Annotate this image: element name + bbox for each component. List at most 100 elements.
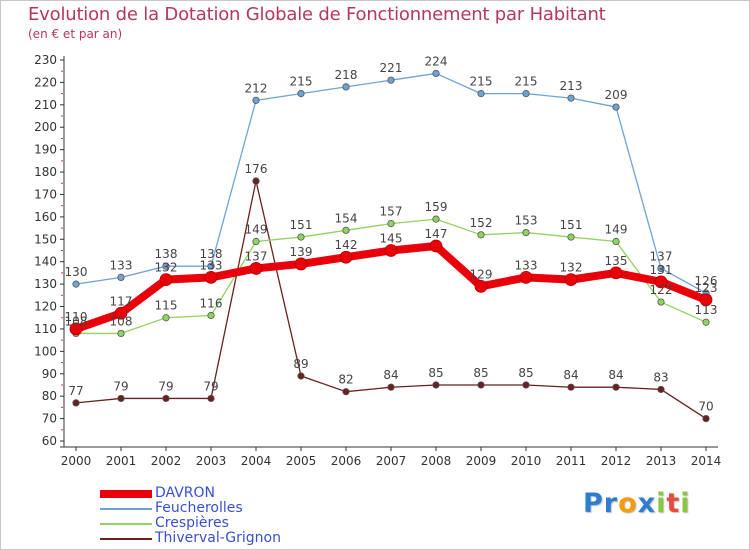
data-label-2: 116 bbox=[200, 296, 223, 310]
data-point-0 bbox=[699, 293, 713, 307]
data-label-3: 77 bbox=[68, 384, 83, 398]
data-label-3: 84 bbox=[608, 368, 623, 382]
data-point-1 bbox=[657, 264, 665, 273]
data-label-1: 213 bbox=[560, 79, 583, 93]
data-point-2 bbox=[522, 228, 530, 237]
data-label-1: 215 bbox=[290, 75, 313, 89]
x-tick-label: 2014 bbox=[691, 454, 722, 468]
x-tick-label: 2010 bbox=[511, 454, 542, 468]
data-label-3: 83 bbox=[653, 370, 668, 384]
data-label-3: 82 bbox=[338, 373, 353, 387]
data-point-3 bbox=[297, 372, 305, 380]
y-tick-label: 210 bbox=[34, 98, 57, 112]
data-point-2 bbox=[297, 233, 305, 241]
data-label-0: 133 bbox=[515, 258, 538, 272]
chart-title: Evolution de la Dotation Globale de Fonc… bbox=[28, 4, 606, 25]
data-point-1 bbox=[432, 69, 440, 78]
data-label-2: 149 bbox=[245, 223, 268, 237]
x-tick-label: 2008 bbox=[421, 454, 452, 468]
y-tick-label: 230 bbox=[34, 53, 57, 67]
data-point-2 bbox=[162, 314, 170, 322]
data-label-0: 132 bbox=[560, 261, 583, 275]
data-point-3 bbox=[252, 177, 260, 185]
data-label-2: 108 bbox=[110, 314, 133, 328]
y-tick-label: 140 bbox=[34, 255, 57, 269]
data-label-3: 176 bbox=[245, 162, 268, 176]
data-label-0: 131 bbox=[650, 263, 673, 277]
data-label-1: 221 bbox=[380, 61, 403, 75]
data-label-0: 129 bbox=[470, 267, 493, 281]
data-point-3 bbox=[477, 381, 485, 389]
data-point-0 bbox=[204, 270, 218, 284]
data-point-2 bbox=[207, 311, 215, 320]
data-label-2: 159 bbox=[425, 200, 448, 214]
data-label-2: 154 bbox=[335, 211, 358, 225]
data-label-1: 212 bbox=[245, 81, 268, 95]
data-point-0 bbox=[474, 279, 488, 293]
data-point-3 bbox=[657, 385, 665, 394]
logo-letter: r bbox=[603, 488, 619, 519]
data-point-0 bbox=[564, 273, 578, 287]
data-label-3: 84 bbox=[383, 368, 398, 382]
data-label-2: 113 bbox=[695, 303, 718, 317]
data-point-0 bbox=[654, 275, 668, 289]
y-tick-label: 190 bbox=[34, 143, 57, 157]
data-point-0 bbox=[294, 257, 308, 271]
data-point-3 bbox=[612, 383, 620, 391]
data-point-3 bbox=[432, 381, 440, 389]
proxiti-logo: Proxiti bbox=[583, 488, 691, 519]
data-label-3: 84 bbox=[563, 368, 578, 382]
data-point-1 bbox=[477, 90, 485, 98]
data-point-2 bbox=[117, 329, 125, 338]
data-label-0: 133 bbox=[200, 258, 223, 272]
data-point-1 bbox=[522, 90, 530, 98]
y-tick-label: 180 bbox=[34, 165, 57, 179]
data-point-0 bbox=[249, 262, 263, 275]
data-label-1: 126 bbox=[695, 274, 718, 288]
x-tick-label: 2013 bbox=[646, 454, 677, 468]
data-point-0 bbox=[429, 239, 443, 253]
y-tick-label: 130 bbox=[34, 277, 57, 291]
data-label-2: 157 bbox=[380, 205, 403, 219]
legend-label: Feucherolles bbox=[155, 500, 243, 516]
y-tick-label: 110 bbox=[34, 322, 57, 336]
data-label-1: 209 bbox=[605, 88, 628, 102]
data-label-2: 153 bbox=[515, 214, 538, 228]
data-label-1: 215 bbox=[470, 75, 493, 89]
data-point-2 bbox=[702, 318, 710, 326]
data-label-3: 70 bbox=[698, 400, 713, 414]
data-label-2: 115 bbox=[155, 299, 178, 313]
logo-letter: o bbox=[618, 488, 638, 519]
data-point-3 bbox=[387, 383, 395, 391]
data-label-0: 135 bbox=[605, 254, 628, 268]
data-label-1: 218 bbox=[335, 68, 358, 82]
legend-swatch bbox=[100, 538, 152, 540]
chart-subtitle: (en € et par an) bbox=[28, 27, 123, 41]
data-label-3: 79 bbox=[203, 379, 218, 393]
logo-letter: i bbox=[656, 488, 667, 519]
x-tick-label: 2005 bbox=[286, 454, 317, 468]
legend-label: DAVRON bbox=[155, 485, 216, 501]
data-point-1 bbox=[387, 76, 395, 84]
data-point-2 bbox=[477, 231, 485, 239]
data-point-0 bbox=[339, 250, 353, 264]
data-label-3: 85 bbox=[518, 366, 533, 380]
logo-letter: i bbox=[680, 488, 691, 519]
y-tick-label: 220 bbox=[34, 75, 57, 89]
data-label-0: 132 bbox=[155, 261, 178, 275]
x-tick-label: 2007 bbox=[376, 454, 407, 468]
data-point-0 bbox=[384, 244, 398, 257]
legend-swatch bbox=[100, 490, 152, 498]
data-label-3: 85 bbox=[473, 366, 488, 380]
data-point-0 bbox=[159, 273, 173, 287]
data-label-2: 149 bbox=[605, 223, 628, 237]
data-point-2 bbox=[567, 233, 575, 241]
legend-swatch bbox=[100, 508, 152, 510]
y-tick-label: 90 bbox=[42, 367, 57, 381]
data-label-3: 89 bbox=[293, 357, 308, 371]
y-tick-label: 170 bbox=[34, 187, 57, 201]
data-label-0: 117 bbox=[110, 294, 133, 308]
x-tick-label: 2003 bbox=[196, 454, 227, 468]
legend-swatch bbox=[100, 523, 152, 525]
data-point-2 bbox=[612, 237, 620, 246]
